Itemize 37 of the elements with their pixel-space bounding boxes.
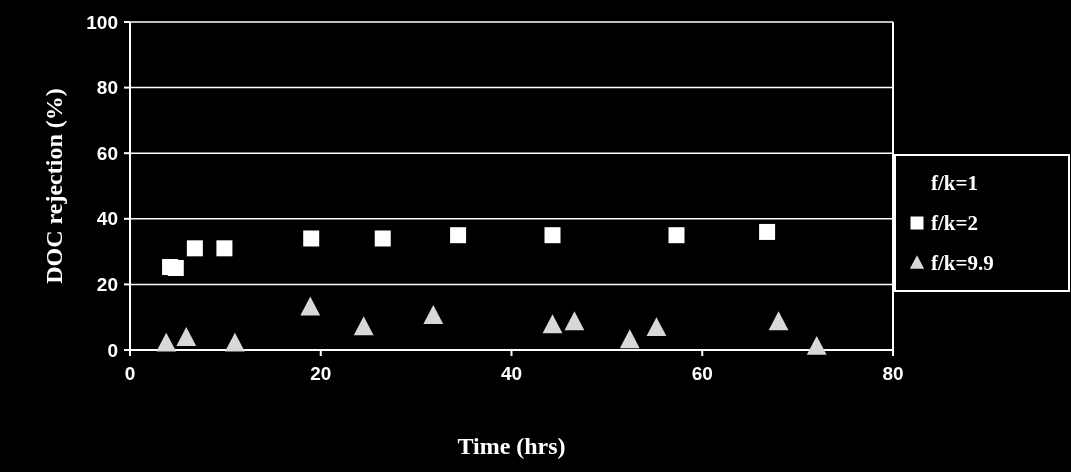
point [542, 314, 563, 334]
point [303, 230, 320, 247]
point [353, 316, 374, 336]
point [806, 335, 827, 355]
point [544, 227, 561, 244]
point [300, 296, 321, 316]
point [216, 240, 233, 257]
y-tick-label: 60 [96, 142, 118, 164]
x-tick-label: 0 [124, 363, 136, 384]
y-tick-label: 20 [96, 274, 118, 296]
x-tick-label: 80 [882, 363, 904, 384]
point [186, 240, 203, 257]
y-tick-label: 40 [96, 208, 118, 230]
point [176, 327, 197, 346]
point [167, 260, 184, 276]
text: f/k=1 [931, 171, 978, 196]
legend-label: f/k=2 [931, 211, 978, 236]
x-axis-title: Time (hrs) [457, 433, 566, 459]
point [225, 332, 245, 352]
point [759, 223, 776, 240]
x-tick-label: 20 [310, 363, 332, 384]
y-tick-label: 100 [86, 11, 118, 33]
point [374, 230, 391, 247]
point [564, 311, 585, 331]
x-tick-label: 60 [691, 363, 713, 384]
y-tick-label: 0 [107, 339, 118, 361]
point [668, 227, 685, 244]
y-tick-label: 80 [96, 77, 118, 99]
y-axis-title: DOC rejection (%) [41, 88, 67, 284]
x-tick-label: 40 [500, 363, 523, 384]
point [768, 311, 789, 331]
point [156, 332, 177, 352]
point [423, 305, 444, 324]
point [646, 317, 667, 337]
legend-label: f/k=9.9 [931, 251, 994, 276]
point [619, 329, 640, 349]
point [450, 227, 467, 244]
